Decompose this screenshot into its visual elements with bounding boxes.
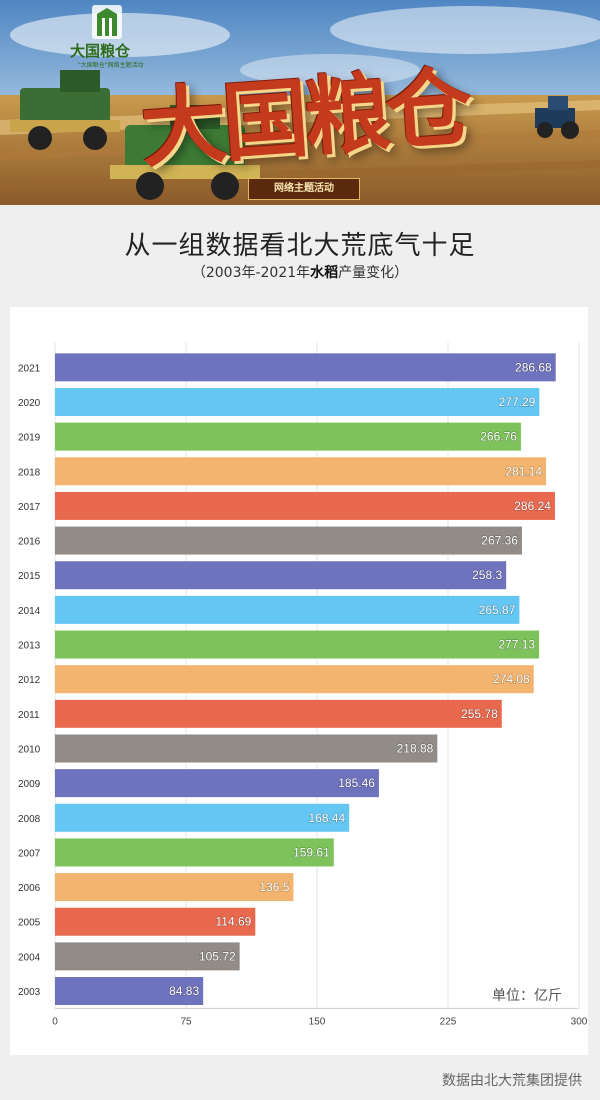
bar [55, 491, 555, 520]
data-label: 159.61 [293, 845, 330, 859]
bar [55, 595, 520, 624]
bar [55, 873, 294, 902]
data-label: 267.36 [481, 534, 518, 548]
data-label: 281.14 [505, 464, 542, 478]
logo-mark [92, 5, 122, 39]
data-label: 266.76 [480, 430, 517, 444]
category-label: 2009 [18, 779, 41, 790]
category-label: 2003 [18, 987, 41, 998]
x-tick-label: 75 [180, 1016, 192, 1027]
data-label: 84.83 [169, 984, 199, 998]
banner-logo-subtext: "大国粮仓"网络主题活动 [78, 62, 144, 69]
bar [55, 387, 540, 416]
banner-logo-text: 大国粮仓 [70, 42, 131, 60]
data-label: 185.46 [338, 776, 375, 790]
bar [55, 769, 379, 798]
category-label: 2015 [18, 571, 41, 582]
x-tick-label: 225 [440, 1016, 457, 1027]
category-label: 2004 [18, 952, 41, 963]
tractor-right [535, 96, 579, 139]
bar [55, 457, 547, 486]
subtitle-highlight: 水稻 [310, 265, 339, 281]
data-label: 114.69 [216, 915, 252, 929]
subtitle-prefix: （2003年-2021年 [191, 265, 311, 281]
harvester-left [10, 70, 120, 150]
category-label: 2014 [18, 606, 41, 617]
subtitle-suffix: 产量变化） [338, 265, 409, 281]
data-label: 168.44 [309, 811, 346, 825]
bar [55, 422, 521, 451]
category-label: 2011 [18, 710, 40, 721]
category-label: 2013 [18, 641, 41, 652]
data-label: 136.5 [259, 880, 289, 894]
bar [55, 630, 540, 659]
source-note: 数据由北大荒集团提供 [442, 1073, 582, 1089]
chart-card: 0 75 150 225 300 2021 286.68 2020 277.29 2019 266.… [10, 307, 588, 1055]
category-label: 2020 [18, 398, 41, 409]
banner-tag: 网络主题活动 [248, 178, 360, 200]
page-title: 从一组数据看北大荒底气十足 [124, 231, 476, 261]
bar [55, 734, 438, 763]
bar [55, 803, 350, 832]
data-label: 277.29 [499, 395, 536, 409]
category-label: 2018 [18, 467, 41, 478]
category-label: 2007 [18, 848, 41, 859]
x-tick-label: 0 [52, 1016, 58, 1027]
x-tick-label: 300 [571, 1016, 588, 1027]
data-label: 258.3 [472, 568, 502, 582]
x-tick-label: 150 [309, 1016, 326, 1027]
category-label: 2008 [18, 814, 41, 825]
banner-illustration [0, 0, 600, 205]
data-label: 286.68 [515, 360, 552, 374]
bar [55, 665, 534, 694]
bar [55, 526, 522, 555]
bar [55, 561, 507, 590]
data-label: 218.88 [397, 741, 434, 755]
bar [55, 942, 240, 971]
bar [55, 907, 256, 936]
data-label: 274.08 [493, 672, 530, 686]
data-label: 105.72 [199, 949, 236, 963]
category-label: 2017 [18, 502, 41, 513]
category-label: 2006 [18, 883, 41, 894]
bar [55, 977, 204, 1006]
category-label: 2016 [18, 537, 41, 548]
banner: 大国粮仓 "大国粮仓"网络主题活动 大国粮仓 网络主题活动 [0, 0, 600, 205]
harvester-center [110, 105, 260, 200]
data-label: 286.24 [514, 499, 551, 513]
category-label: 2019 [18, 433, 41, 444]
category-label: 2021 [18, 363, 41, 374]
unit-label: 单位：亿斤 [492, 988, 562, 1004]
category-label: 2012 [18, 675, 41, 686]
banner-title: 大国粮仓 [137, 56, 472, 181]
category-label: 2010 [18, 744, 41, 755]
page-subtitle: （2003年-2021年水稻产量变化） [0, 262, 600, 282]
data-label: 265.87 [479, 603, 516, 617]
bar [55, 699, 502, 728]
bar [55, 353, 556, 382]
bar-chart: 0 75 150 225 300 2021 286.68 2020 277.29 2019 266.… [18, 342, 588, 1027]
data-label: 277.13 [498, 638, 535, 652]
data-label: 255.78 [461, 707, 498, 721]
category-label: 2005 [18, 918, 41, 929]
bar [55, 838, 334, 867]
